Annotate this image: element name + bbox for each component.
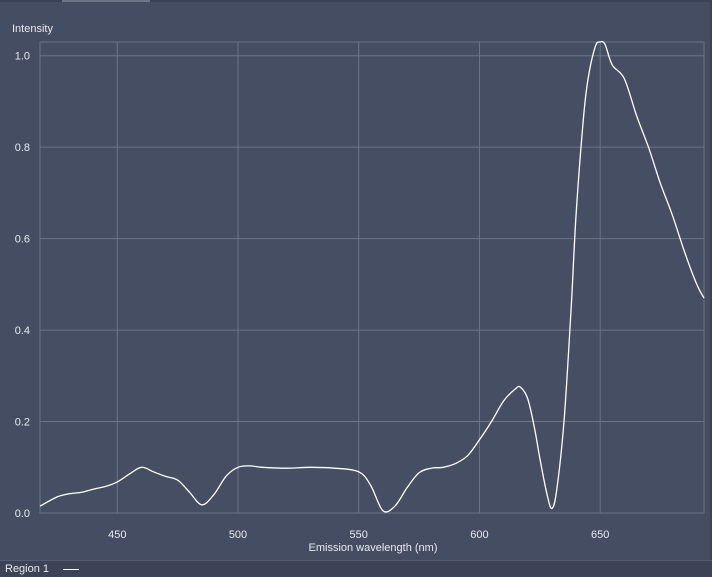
y-tick-label: 0.4 xyxy=(15,325,30,337)
legend-bar: Region 1 xyxy=(0,560,712,577)
y-tick-label: 0.6 xyxy=(15,234,30,246)
x-axis-title: Emission wavelength (nm) xyxy=(309,542,438,554)
x-tick-label: 600 xyxy=(470,529,488,541)
series-line-region-1 xyxy=(39,40,705,513)
y-tick-label: 0.8 xyxy=(15,142,30,154)
legend-label: Region 1 xyxy=(5,563,50,575)
emission-spectrum-chart: 450 500 550 600 650 0.0 0.2 0.4 0.6 0.8 1.0 Inten… xyxy=(12,23,705,554)
window-tab[interactable] xyxy=(62,0,150,2)
x-tick-label: 650 xyxy=(591,529,609,541)
y-tick-labels: 0.0 0.2 0.4 0.6 0.8 1.0 xyxy=(15,51,30,520)
x-gridlines xyxy=(116,42,601,513)
y-tick-label: 0.2 xyxy=(15,417,30,429)
x-tick-label: 550 xyxy=(350,529,368,541)
legend-swatch-line xyxy=(63,569,79,570)
window-top-strip xyxy=(0,0,712,2)
x-tick-label: 450 xyxy=(108,529,126,541)
x-tick-label: 500 xyxy=(229,529,247,541)
window-right-edge xyxy=(710,0,712,577)
x-tick-labels: 450 500 550 600 650 xyxy=(108,529,609,541)
y-tick-label: 0.0 xyxy=(15,508,30,520)
y-axis-title: Intensity xyxy=(12,23,53,35)
plot-area xyxy=(39,41,705,514)
y-tick-label: 1.0 xyxy=(15,51,30,63)
